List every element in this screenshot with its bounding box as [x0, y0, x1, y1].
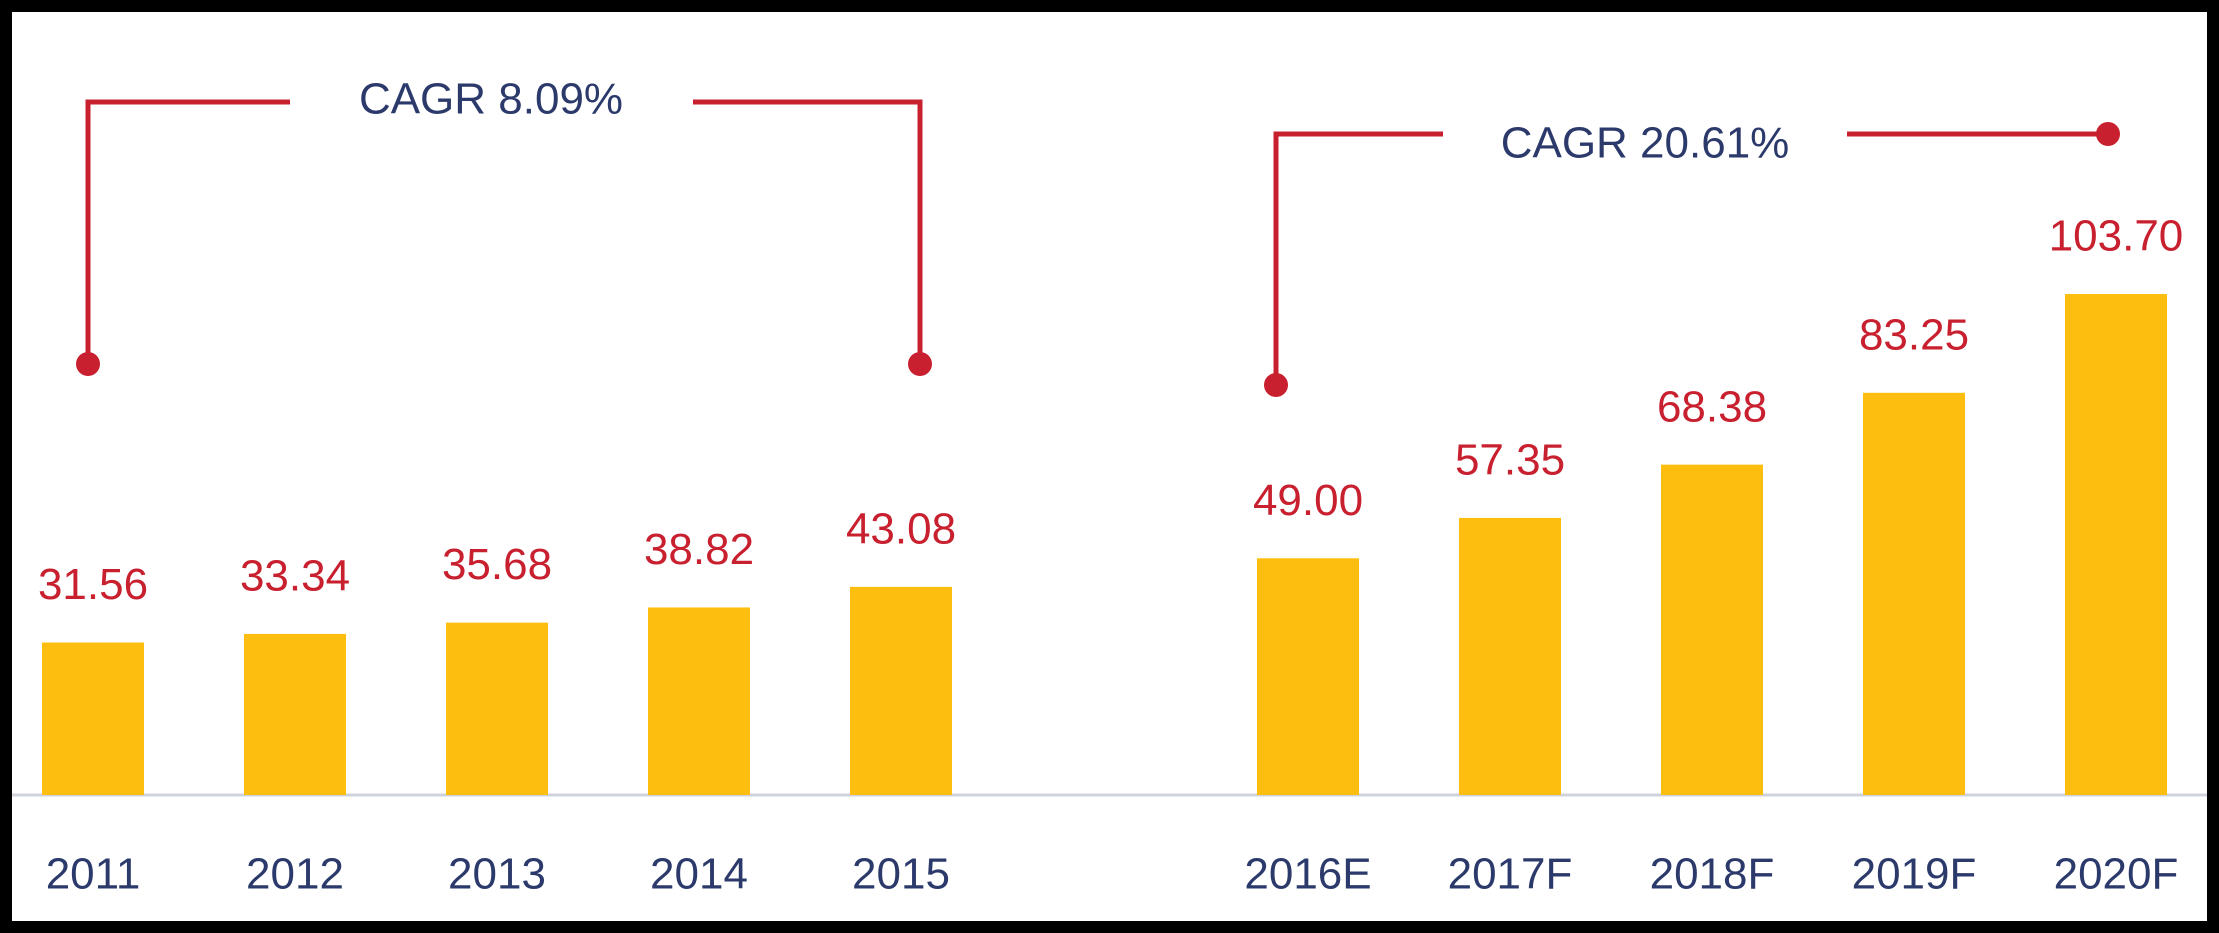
value-label: 68.38	[1657, 382, 1767, 431]
annotation: CAGR 8.09%	[359, 75, 623, 124]
x-tick-label: 2016E	[1244, 850, 1371, 899]
bar	[244, 633, 346, 795]
bar	[446, 622, 548, 795]
x-tick-label: 2011	[46, 850, 141, 899]
dot	[2096, 122, 2120, 146]
value-label: 83.25	[1859, 310, 1969, 359]
x-tick-label: 2018F	[1650, 850, 1775, 899]
x-tick-label: 2020F	[2054, 850, 2179, 899]
bar	[2065, 294, 2167, 795]
bar	[1661, 464, 1763, 795]
dot	[1264, 373, 1288, 397]
bar	[1257, 558, 1359, 795]
bracket	[1273, 131, 1443, 385]
value-label: 38.82	[644, 525, 754, 574]
bar	[850, 586, 952, 795]
value-label: 43.08	[846, 504, 956, 553]
background	[12, 12, 2207, 921]
dot	[76, 352, 100, 376]
x-tick-label: 2012	[246, 850, 344, 899]
x-tick-label: 2013	[448, 850, 546, 899]
bar	[648, 607, 750, 795]
bar	[42, 642, 144, 795]
dot	[908, 352, 932, 376]
annotation: CAGR 20.61%	[1501, 119, 1790, 168]
bar	[1863, 392, 1965, 795]
bar	[1459, 517, 1561, 795]
value-label: 57.35	[1455, 436, 1565, 485]
x-tick-label: 2014	[650, 850, 748, 899]
bracket-dots	[76, 122, 2120, 397]
x-tick-label: 2017F	[1448, 850, 1573, 899]
value-label: 103.70	[2049, 212, 2184, 261]
value-label: 33.34	[240, 552, 350, 601]
value-label: 35.68	[442, 540, 552, 589]
value-label: 49.00	[1253, 476, 1363, 525]
x-tick-label: 2019F	[1852, 850, 1977, 899]
cagr-brackets	[85, 99, 2108, 385]
bracket	[85, 99, 290, 364]
value-label: 31.56	[38, 560, 148, 609]
x-tick-label: 2015	[852, 850, 950, 899]
bracket	[693, 99, 923, 364]
